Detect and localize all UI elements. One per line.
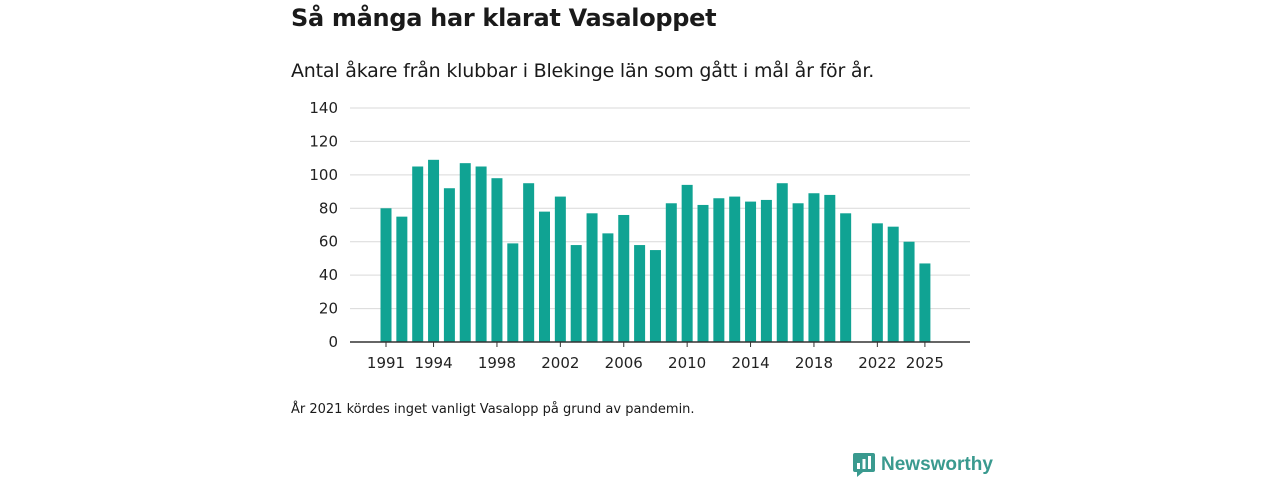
bar-2003 xyxy=(570,245,582,342)
bar-2017 xyxy=(792,203,804,342)
y-tick-label: 20 xyxy=(319,300,338,318)
y-tick-label: 0 xyxy=(328,333,338,351)
y-tick-label: 80 xyxy=(319,199,338,217)
bar-2024 xyxy=(903,241,915,342)
bar-2020 xyxy=(840,213,852,342)
bar-2025 xyxy=(919,263,931,342)
bar-1992 xyxy=(396,216,408,342)
bar-2019 xyxy=(824,194,836,342)
bar-1991 xyxy=(380,208,392,342)
bar-1994 xyxy=(428,159,440,342)
y-tick-label: 140 xyxy=(309,99,338,117)
bar-1993 xyxy=(412,166,424,342)
x-tick-label: 2025 xyxy=(906,354,944,372)
bar-2006 xyxy=(618,214,630,342)
bar-1999 xyxy=(507,243,519,342)
x-tick-label: 2010 xyxy=(668,354,706,372)
bar-2012 xyxy=(713,198,725,342)
bar-2011 xyxy=(697,204,709,342)
y-tick-label: 60 xyxy=(319,233,338,251)
bar-1996 xyxy=(459,163,471,342)
bar-2013 xyxy=(729,196,741,342)
x-tick-label: 2014 xyxy=(731,354,769,372)
bar-2007 xyxy=(634,245,646,342)
bar-2014 xyxy=(745,201,757,342)
brand-name: Newsworthy xyxy=(881,454,993,475)
x-tick-label: 2006 xyxy=(605,354,643,372)
bar-2004 xyxy=(586,213,598,342)
bar-2010 xyxy=(681,184,693,342)
y-tick-label: 100 xyxy=(309,166,338,184)
newsworthy-logo-icon xyxy=(853,453,875,477)
x-tick-label: 2002 xyxy=(541,354,579,372)
chart-footnote: År 2021 kördes inget vanligt Vasalopp på… xyxy=(291,402,695,417)
bar-2002 xyxy=(554,196,566,342)
bar-1997 xyxy=(475,166,487,342)
bar-2016 xyxy=(776,183,788,342)
bar-2018 xyxy=(808,193,820,342)
x-tick-label: 2018 xyxy=(795,354,833,372)
brand-logo: Newsworthy xyxy=(853,452,993,478)
bar-2001 xyxy=(539,211,550,342)
x-tick-label: 2022 xyxy=(858,354,896,372)
y-tick-label: 40 xyxy=(319,266,338,284)
bar-2015 xyxy=(760,199,772,342)
y-axis-ticks: 0 20 40 60 80 100 120 140 xyxy=(309,99,338,351)
bar-2000 xyxy=(523,183,535,342)
x-axis-ticks: 1991 1994 1998 2002 2006 2010 2014 2018 2022 2025 xyxy=(367,342,944,372)
bar-1998 xyxy=(491,178,503,342)
x-tick-label: 1998 xyxy=(478,354,516,372)
bar-2009 xyxy=(665,203,677,342)
x-tick-label: 1991 xyxy=(367,354,405,372)
bars xyxy=(380,159,931,342)
y-tick-label: 120 xyxy=(309,132,338,150)
x-tick-label: 1994 xyxy=(414,354,452,372)
bar-1995 xyxy=(443,188,455,342)
chart-subtitle: Antal åkare från klubbar i Blekinge län … xyxy=(291,60,875,82)
chart-title: Så många har klarat Vasaloppet xyxy=(291,4,717,32)
bar-2023 xyxy=(887,226,899,342)
bar-2008 xyxy=(649,250,661,342)
bar-2005 xyxy=(602,233,614,342)
bar-2022 xyxy=(871,223,883,342)
